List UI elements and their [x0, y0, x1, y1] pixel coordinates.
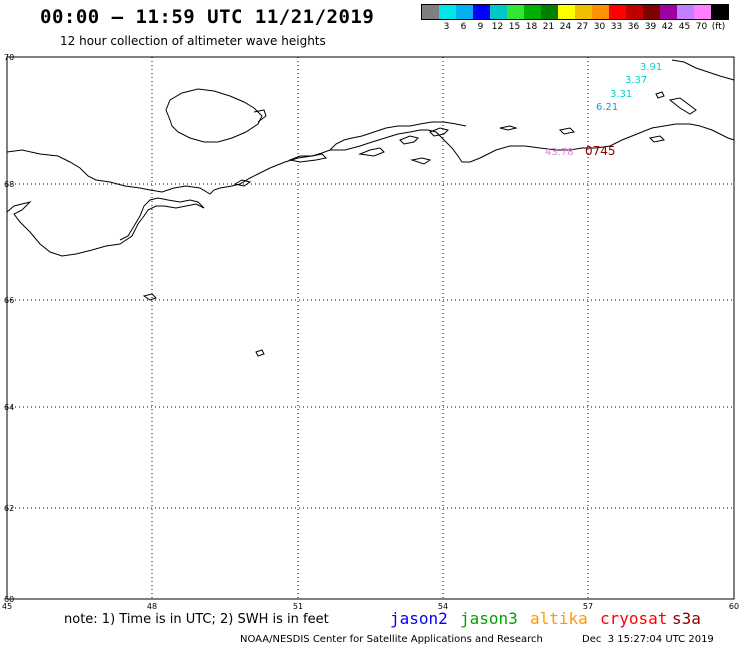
scale-swatch	[711, 5, 728, 19]
scale-swatch	[422, 5, 439, 19]
scale-swatch	[490, 5, 507, 19]
island-kolguev	[165, 88, 263, 143]
wave-height-reading: 43.78	[545, 147, 574, 158]
satellite-legend-item: altika	[530, 609, 588, 628]
scale-swatch	[694, 5, 711, 19]
island-m	[142, 293, 157, 301]
scale-swatch	[609, 5, 626, 19]
island-e	[410, 157, 432, 165]
map-subtitle: 12 hour collection of altimeter wave hei…	[60, 34, 326, 48]
scale-label: 30	[593, 22, 606, 32]
scale-swatch	[575, 5, 592, 19]
scale-label: 6	[460, 22, 467, 32]
lat-label: 62	[4, 504, 14, 513]
scale-label: 12	[491, 22, 504, 32]
satellite-legend-item: jason2	[390, 609, 448, 628]
island-kolguev-spit	[253, 109, 267, 123]
scale-label: (ft)	[711, 22, 726, 32]
southern-coastline	[6, 197, 205, 257]
wave-height-reading: 3.37	[625, 75, 647, 86]
scale-swatch	[626, 5, 643, 19]
wave-height-reading: 3.91	[640, 62, 662, 73]
scale-label: 27	[576, 22, 589, 32]
scale-swatch	[660, 5, 677, 19]
footer-note: note: 1) Time is in UTC; 2) SWH is in fe…	[64, 612, 329, 627]
lon-label: 60	[729, 602, 739, 611]
scale-swatch	[592, 5, 609, 19]
island-b	[358, 147, 385, 157]
lat-label: 60	[4, 595, 14, 604]
island-n	[255, 349, 265, 357]
island-f	[499, 125, 518, 131]
satellite-legend-item: jason3	[460, 609, 518, 628]
scale-label: 3	[443, 22, 450, 32]
scale-swatch	[456, 5, 473, 19]
scale-swatch	[677, 5, 694, 19]
island-a	[288, 153, 328, 163]
scale-label: 36	[627, 22, 640, 32]
lon-label: 54	[438, 602, 448, 611]
scale-label: 9	[477, 22, 484, 32]
scale-swatch	[473, 5, 490, 19]
lon-label: 45	[2, 602, 12, 611]
scale-label: 24	[559, 22, 572, 32]
island-c	[399, 135, 419, 145]
scale-swatch	[558, 5, 575, 19]
lat-label: 64	[4, 403, 14, 412]
scale-swatch	[643, 5, 660, 19]
scale-label: 70	[695, 22, 708, 32]
axis-labels: 45 48 51 54 57 60 70 68 66 64 62 60	[2, 53, 739, 611]
scale-label: 42	[661, 22, 674, 32]
scale-label: 21	[542, 22, 555, 32]
satellite-legend-item: s3a	[672, 609, 701, 628]
map-frame	[6, 56, 735, 600]
lon-label: 48	[147, 602, 157, 611]
scale-swatch	[439, 5, 456, 19]
wave-observations: 3.91 3.37 3.31 6.21 0745 43.78	[545, 62, 662, 158]
scale-label: 18	[525, 22, 538, 32]
map-title: 00:00 – 11:59 UTC 11/21/2019	[40, 6, 375, 28]
credit-line: NOAA/NESDIS Center for Satellite Applica…	[240, 634, 543, 645]
color-scale-swatches	[421, 4, 729, 20]
island-i	[668, 97, 697, 115]
wave-height-reading: 6.21	[596, 102, 618, 113]
lon-label: 57	[583, 602, 593, 611]
scale-swatch	[507, 5, 524, 19]
island-l	[233, 179, 252, 187]
scale-label: 33	[610, 22, 623, 32]
coastline	[6, 59, 735, 357]
wave-height-reading: 0745	[585, 144, 616, 158]
scale-label: 15	[508, 22, 521, 32]
wave-height-reading: 3.31	[610, 89, 632, 100]
mainland-coastline	[6, 123, 735, 195]
lat-label: 68	[4, 180, 14, 189]
lat-label: 66	[4, 296, 14, 305]
lon-label: 51	[293, 602, 303, 611]
island-h	[648, 135, 666, 143]
island-k	[671, 59, 735, 81]
generation-timestamp: Dec 3 15:27:04 UTC 2019	[582, 634, 714, 645]
pechora-coast-detail	[329, 121, 467, 151]
lat-label: 70	[4, 53, 14, 62]
satellite-legend-item: cryosat	[600, 609, 668, 628]
color-scale-labels: 3 6 9 12 15 18 21 24 27 30 33 36 39 42 45 70 (ft)	[421, 22, 729, 32]
scale-swatch	[524, 5, 541, 19]
island-j	[655, 91, 665, 99]
island-g	[558, 127, 576, 135]
island-d	[429, 127, 449, 137]
wave-height-color-scale: 3 6 9 12 15 18 21 24 27 30 33 36 39 42 45 70 (ft)	[421, 4, 729, 32]
scale-swatch	[541, 5, 558, 19]
scale-label: 39	[644, 22, 657, 32]
scale-label: 45	[678, 22, 691, 32]
